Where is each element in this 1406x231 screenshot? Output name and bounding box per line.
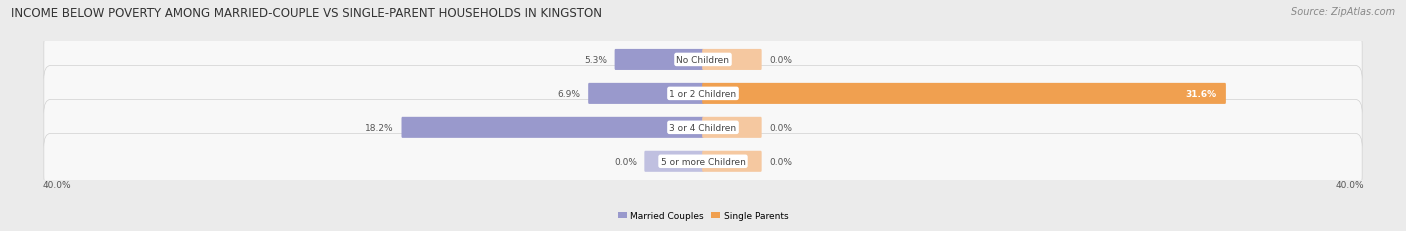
Text: 0.0%: 0.0% — [769, 157, 792, 166]
Text: 6.9%: 6.9% — [558, 89, 581, 98]
FancyBboxPatch shape — [588, 83, 704, 104]
Text: 40.0%: 40.0% — [42, 180, 70, 189]
FancyBboxPatch shape — [644, 151, 704, 172]
Text: 5.3%: 5.3% — [583, 56, 607, 65]
Text: 0.0%: 0.0% — [614, 157, 637, 166]
Text: 31.6%: 31.6% — [1185, 89, 1216, 98]
Text: No Children: No Children — [676, 56, 730, 65]
Text: 3 or 4 Children: 3 or 4 Children — [669, 123, 737, 132]
Text: 0.0%: 0.0% — [769, 123, 792, 132]
FancyBboxPatch shape — [702, 83, 1226, 104]
FancyBboxPatch shape — [402, 117, 704, 138]
Text: 1 or 2 Children: 1 or 2 Children — [669, 89, 737, 98]
FancyBboxPatch shape — [44, 32, 1362, 88]
FancyBboxPatch shape — [44, 100, 1362, 155]
Text: 40.0%: 40.0% — [1336, 180, 1364, 189]
Text: INCOME BELOW POVERTY AMONG MARRIED-COUPLE VS SINGLE-PARENT HOUSEHOLDS IN KINGSTO: INCOME BELOW POVERTY AMONG MARRIED-COUPL… — [11, 7, 602, 20]
Text: 5 or more Children: 5 or more Children — [661, 157, 745, 166]
FancyBboxPatch shape — [702, 151, 762, 172]
Text: 0.0%: 0.0% — [769, 56, 792, 65]
FancyBboxPatch shape — [44, 134, 1362, 189]
Text: 18.2%: 18.2% — [366, 123, 394, 132]
FancyBboxPatch shape — [44, 66, 1362, 122]
Legend: Married Couples, Single Parents: Married Couples, Single Parents — [617, 211, 789, 220]
FancyBboxPatch shape — [702, 50, 762, 71]
FancyBboxPatch shape — [702, 117, 762, 138]
Text: Source: ZipAtlas.com: Source: ZipAtlas.com — [1291, 7, 1395, 17]
FancyBboxPatch shape — [614, 50, 704, 71]
